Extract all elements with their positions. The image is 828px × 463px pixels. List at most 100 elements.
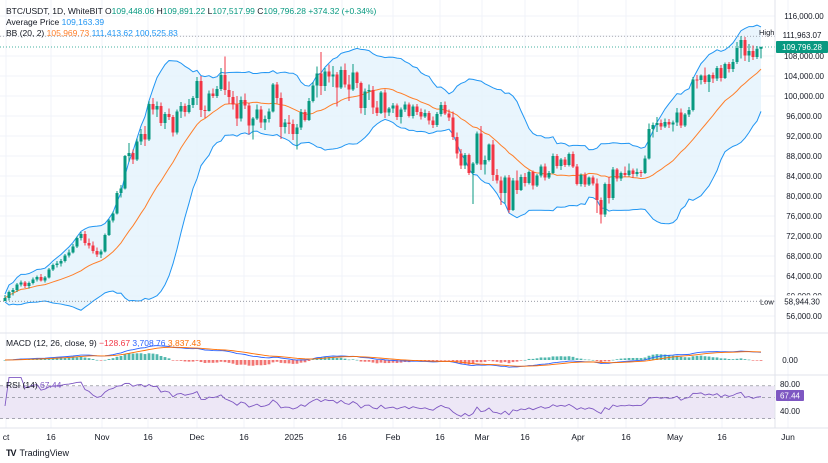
candle-body[interactable] [111, 213, 115, 221]
candle-body[interactable] [391, 105, 395, 109]
candle-body[interactable] [395, 105, 399, 118]
candle-body[interactable] [515, 180, 519, 191]
candle-body[interactable] [39, 277, 43, 281]
candle-body[interactable] [691, 79, 695, 111]
candle-body[interactable] [47, 269, 51, 278]
candle-body[interactable] [483, 160, 487, 165]
candle-body[interactable] [223, 75, 227, 90]
candle-body[interactable] [243, 100, 247, 106]
candle-body[interactable] [115, 193, 119, 214]
candle-body[interactable] [459, 153, 463, 166]
candle-body[interactable] [267, 111, 271, 120]
candle-body[interactable] [307, 101, 311, 120]
candle-body[interactable] [667, 122, 671, 125]
candle-body[interactable] [567, 154, 571, 165]
candle-body[interactable] [123, 156, 127, 189]
average-price-label[interactable]: Average Price [6, 17, 60, 27]
candle-body[interactable] [619, 173, 623, 179]
candle-body[interactable] [159, 106, 163, 123]
candle-body[interactable] [51, 265, 55, 270]
candle-body[interactable] [183, 106, 187, 112]
candle-body[interactable] [739, 40, 743, 48]
candle-body[interactable] [135, 141, 139, 160]
candle-body[interactable] [431, 120, 435, 126]
candle-body[interactable] [75, 238, 79, 247]
candle-body[interactable] [195, 81, 199, 98]
candle-body[interactable] [207, 93, 211, 112]
candle-body[interactable] [335, 74, 339, 88]
candle-body[interactable] [359, 83, 363, 108]
candle-body[interactable] [671, 122, 675, 125]
candle-body[interactable] [99, 251, 103, 255]
candle-body[interactable] [239, 100, 243, 119]
candle-body[interactable] [747, 51, 751, 56]
candle-body[interactable] [279, 98, 283, 127]
candle-body[interactable] [623, 173, 627, 175]
candle-body[interactable] [571, 154, 575, 167]
candle-body[interactable] [543, 166, 547, 178]
candle-body[interactable] [251, 118, 255, 126]
candle-body[interactable] [503, 177, 507, 194]
candle-body[interactable] [687, 110, 691, 115]
candle-body[interactable] [355, 72, 359, 84]
candle-body[interactable] [35, 277, 39, 280]
candle-body[interactable] [331, 74, 335, 77]
candle-body[interactable] [455, 137, 459, 154]
candle-body[interactable] [199, 81, 203, 110]
candle-body[interactable] [755, 48, 759, 57]
candle-body[interactable] [371, 90, 375, 108]
candle-body[interactable] [443, 105, 447, 114]
candle-body[interactable] [339, 70, 343, 88]
candle-body[interactable] [367, 90, 371, 92]
candle-body[interactable] [171, 117, 175, 133]
candle-body[interactable] [303, 112, 307, 120]
candle-body[interactable] [675, 112, 679, 123]
candle-body[interactable] [163, 114, 167, 123]
candle-body[interactable] [411, 106, 415, 117]
tradingview-logo[interactable]: TV TradingView [6, 448, 69, 458]
candle-body[interactable] [319, 73, 323, 87]
candle-body[interactable] [447, 113, 451, 118]
candle-body[interactable] [227, 90, 231, 97]
candle-body[interactable] [107, 220, 111, 236]
candle-body[interactable] [551, 156, 555, 173]
candle-body[interactable] [399, 109, 403, 118]
candle-body[interactable] [703, 75, 707, 83]
candle-body[interactable] [271, 84, 275, 112]
candle-body[interactable] [559, 159, 563, 167]
candle-body[interactable] [695, 79, 699, 81]
symbol-title[interactable]: BTC/USDT, 1D, WhiteBIT [6, 6, 103, 16]
candle-body[interactable] [55, 263, 59, 266]
candle-body[interactable] [595, 183, 599, 201]
candle-body[interactable] [7, 292, 11, 298]
candle-body[interactable] [15, 284, 19, 291]
candle-body[interactable] [743, 40, 747, 56]
candle-body[interactable] [315, 73, 319, 86]
candle-body[interactable] [295, 127, 299, 135]
candle-body[interactable] [59, 261, 63, 264]
candle-body[interactable] [87, 243, 91, 246]
candle-body[interactable] [215, 89, 219, 96]
candle-body[interactable] [615, 169, 619, 179]
candle-body[interactable] [643, 158, 647, 174]
candle-body[interactable] [491, 144, 495, 176]
candle-body[interactable] [211, 93, 215, 97]
candle-body[interactable] [255, 109, 259, 119]
candle-body[interactable] [287, 122, 291, 125]
candle-body[interactable] [219, 75, 223, 89]
candle-body[interactable] [275, 84, 279, 99]
candle-body[interactable] [311, 85, 315, 102]
candle-body[interactable] [419, 112, 423, 117]
candle-body[interactable] [139, 134, 143, 142]
candle-body[interactable] [191, 98, 195, 105]
candle-body[interactable] [487, 144, 491, 161]
candle-body[interactable] [507, 177, 511, 211]
candle-body[interactable] [379, 92, 383, 114]
candle-body[interactable] [579, 175, 583, 184]
candle-body[interactable] [19, 282, 23, 285]
candle-body[interactable] [655, 123, 659, 125]
candle-body[interactable] [663, 122, 667, 127]
candle-body[interactable] [535, 175, 539, 186]
candle-body[interactable] [143, 134, 147, 140]
candle-body[interactable] [479, 133, 483, 165]
